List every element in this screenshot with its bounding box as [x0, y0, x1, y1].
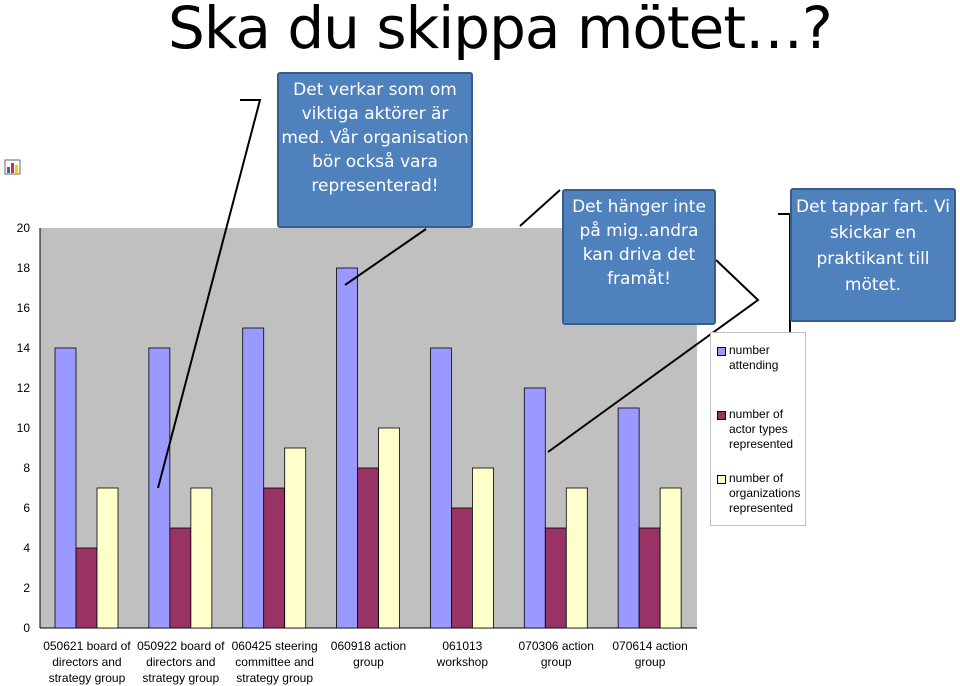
bar-1 — [148, 347, 171, 629]
callout-1-pointer-b — [344, 228, 427, 286]
bar-3 — [659, 487, 682, 629]
y-tick-label: 6 — [23, 501, 30, 515]
x-tick-label-line: 060425 steering — [231, 639, 318, 653]
legend-swatch — [717, 411, 726, 420]
bar-2 — [638, 527, 661, 629]
x-tick-label-line: 061013 — [442, 639, 483, 653]
x-tick-label-line: group — [634, 655, 666, 669]
x-tick-label: 070306 action group — [509, 638, 603, 670]
y-tick-label: 2 — [23, 581, 30, 595]
slide-title: Ska du skippa mötet…? — [168, 0, 833, 62]
bar-3 — [565, 487, 588, 629]
legend-swatch — [717, 475, 726, 484]
bar-2 — [357, 467, 379, 629]
x-tick-label-line: committee and — [235, 655, 314, 669]
x-tick-label: 050922 board of directors and strategy gro… — [134, 638, 228, 686]
y-tick-label: 10 — [16, 421, 30, 435]
x-tick-label: 060425 steering committee and strategy gro… — [228, 638, 322, 686]
bar-3 — [96, 487, 119, 629]
bar-2 — [75, 547, 98, 629]
x-tick-label-line: strategy group — [236, 671, 313, 685]
bar-2 — [451, 507, 473, 629]
bar-3 — [472, 467, 494, 629]
callout-2-pointer-b — [547, 259, 760, 453]
bar-1 — [336, 267, 358, 629]
callout-1-pointer-a — [157, 99, 262, 489]
callout-2-pointer-a — [519, 189, 561, 227]
x-tick-label-line: workshop — [436, 655, 489, 669]
x-tick-label-line: strategy group — [48, 671, 126, 685]
chart-icon — [4, 159, 21, 175]
bar-3 — [378, 427, 400, 629]
bar-2 — [169, 527, 192, 629]
x-tick-label: 060918 action group — [322, 638, 416, 670]
x-tick-label-line: 070614 action — [612, 639, 688, 653]
x-tick-label-line: 050621 board of — [43, 639, 131, 653]
x-tick-label-line: directors and — [52, 655, 122, 669]
x-tick-label-line: 050922 board of — [137, 639, 225, 653]
x-tick-label-line: group — [540, 655, 572, 669]
x-tick-label-line: 070306 action — [518, 639, 594, 653]
x-tick-label-line: strategy group — [142, 671, 220, 685]
legend-label: number attending — [729, 343, 779, 372]
bar-2 — [544, 527, 567, 629]
x-tick-label-line: directors and — [146, 655, 216, 669]
y-tick-label: 0 — [23, 621, 30, 635]
legend-label: number of organizations represented — [729, 471, 801, 515]
y-tick-label: 14 — [16, 341, 30, 355]
x-tick-label-line: group — [353, 655, 384, 669]
legend-label: number of actor types represented — [729, 407, 794, 451]
x-tick-label: 061013 workshop — [415, 638, 509, 670]
bar-2 — [263, 487, 286, 629]
bar-1 — [54, 347, 77, 629]
callout-important-actors: Det verkar som om viktiga aktörer är med… — [277, 72, 473, 228]
y-tick-label: 12 — [16, 381, 30, 395]
y-tick-label: 4 — [23, 541, 30, 555]
x-tick-label-line: 060918 action — [330, 639, 407, 653]
bar-3 — [190, 487, 213, 629]
x-tick-label: 070614 action group — [603, 638, 697, 670]
callout-3-pointer — [778, 213, 791, 340]
y-tick-label: 16 — [16, 301, 30, 315]
bar-1 — [617, 407, 640, 629]
x-tick-label: 050621 board of directors and strategy gro… — [40, 638, 134, 686]
bar-3 — [284, 447, 307, 629]
callout-losing-momentum: Det tappar fart. Vi skickar en praktikan… — [790, 188, 956, 322]
y-tick-label: 20 — [16, 221, 30, 235]
bar-1 — [523, 387, 546, 629]
y-tick-label: 18 — [16, 261, 30, 275]
legend-swatch — [717, 347, 726, 356]
bar-1 — [430, 347, 452, 629]
chart-legend: number attending number of actor types r… — [710, 332, 806, 526]
y-tick-label: 8 — [23, 461, 30, 475]
callout-others-drive: Det hänger inte på mig..andra kan driva … — [562, 189, 716, 325]
bar-1 — [242, 327, 265, 629]
